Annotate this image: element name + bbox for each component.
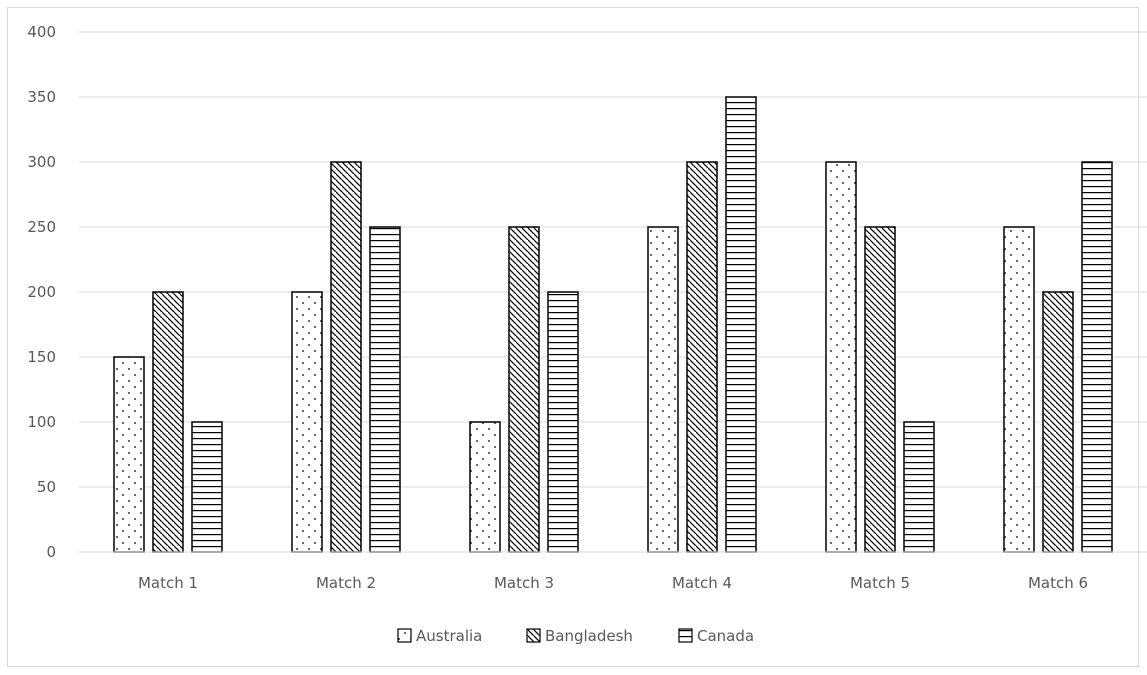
y-tick-label: 300 <box>27 153 56 171</box>
legend-label: Australia <box>416 627 482 645</box>
legend-swatch-bangladesh <box>526 628 541 643</box>
x-tick-label: Match 6 <box>1028 574 1088 592</box>
x-tick-label: Match 2 <box>316 574 376 592</box>
y-tick-label: 200 <box>27 283 56 301</box>
x-tick-label: Match 3 <box>494 574 554 592</box>
canada-bar <box>369 226 401 553</box>
bangladesh-bar <box>1042 291 1074 553</box>
y-tick-label: 150 <box>27 348 56 366</box>
legend-label: Canada <box>697 627 754 645</box>
canada-bar <box>725 96 757 553</box>
australia-bar <box>469 421 501 553</box>
y-tick-label: 50 <box>37 478 56 496</box>
y-tick-label: 400 <box>27 23 56 41</box>
canada-bar <box>1081 161 1113 553</box>
canada-bar <box>547 291 579 553</box>
legend-label: Bangladesh <box>545 627 633 645</box>
bangladesh-bar <box>864 226 896 553</box>
legend-swatch-australia <box>397 628 412 643</box>
australia-bar <box>825 161 857 553</box>
bangladesh-bar <box>330 161 362 553</box>
bangladesh-bar <box>152 291 184 553</box>
australia-bar <box>113 356 145 553</box>
y-tick-label: 250 <box>27 218 56 236</box>
x-tick-label: Match 4 <box>672 574 732 592</box>
canada-bar <box>903 421 935 553</box>
australia-bar <box>647 226 679 553</box>
australia-bar <box>291 291 323 553</box>
bangladesh-bar <box>686 161 718 553</box>
y-tick-label: 100 <box>27 413 56 431</box>
canada-bar <box>191 421 223 553</box>
legend-swatch-canada <box>678 628 693 643</box>
x-tick-label: Match 1 <box>138 574 198 592</box>
y-tick-label: 0 <box>46 543 56 561</box>
australia-bar <box>1003 226 1035 553</box>
bangladesh-bar <box>508 226 540 553</box>
y-tick-label: 350 <box>27 88 56 106</box>
x-tick-label: Match 5 <box>850 574 910 592</box>
